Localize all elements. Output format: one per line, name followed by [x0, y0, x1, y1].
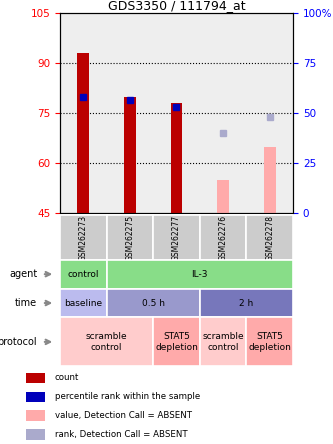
Text: STAT5
depletion: STAT5 depletion [248, 332, 291, 352]
Text: scramble
control: scramble control [202, 332, 244, 352]
Text: GSM262278: GSM262278 [265, 214, 274, 261]
Bar [246, 215, 293, 260]
Bar [153, 317, 200, 366]
Bar [200, 289, 293, 317]
Text: GSM262275: GSM262275 [125, 214, 135, 261]
Text: count: count [55, 373, 79, 382]
Text: IL-3: IL-3 [191, 270, 208, 279]
Text: value, Detection Call = ABSENT: value, Detection Call = ABSENT [55, 411, 191, 420]
Text: percentile rank within the sample: percentile rank within the sample [55, 392, 200, 401]
Text: GSM262276: GSM262276 [218, 214, 228, 261]
Bar [264, 147, 276, 213]
Bar [26, 429, 45, 440]
Bar [246, 317, 293, 366]
Text: GSM262273: GSM262273 [79, 214, 88, 261]
Bar [60, 260, 107, 289]
Bar [107, 289, 200, 317]
Text: agent: agent [9, 269, 37, 279]
Bar [26, 392, 45, 402]
Bar [26, 373, 45, 383]
Bar [107, 260, 293, 289]
Text: time: time [15, 298, 37, 308]
Text: protocol: protocol [0, 337, 37, 347]
Bar [60, 317, 153, 366]
Bar [26, 410, 45, 421]
Bar [60, 215, 107, 260]
Text: control: control [68, 270, 99, 279]
Text: baseline: baseline [64, 298, 102, 308]
Bar [200, 215, 246, 260]
Bar [170, 103, 182, 213]
Title: GDS3350 / 111794_at: GDS3350 / 111794_at [108, 0, 245, 12]
Bar [217, 180, 229, 213]
Text: 2 h: 2 h [239, 298, 253, 308]
Bar [77, 53, 89, 213]
Text: rank, Detection Call = ABSENT: rank, Detection Call = ABSENT [55, 430, 187, 439]
Text: 0.5 h: 0.5 h [142, 298, 165, 308]
Bar [200, 317, 246, 366]
Bar [107, 215, 153, 260]
Bar [60, 289, 107, 317]
Text: scramble
control: scramble control [86, 332, 127, 352]
Text: STAT5
depletion: STAT5 depletion [155, 332, 198, 352]
Bar [124, 97, 136, 213]
Bar [153, 215, 200, 260]
Text: GSM262277: GSM262277 [172, 214, 181, 261]
